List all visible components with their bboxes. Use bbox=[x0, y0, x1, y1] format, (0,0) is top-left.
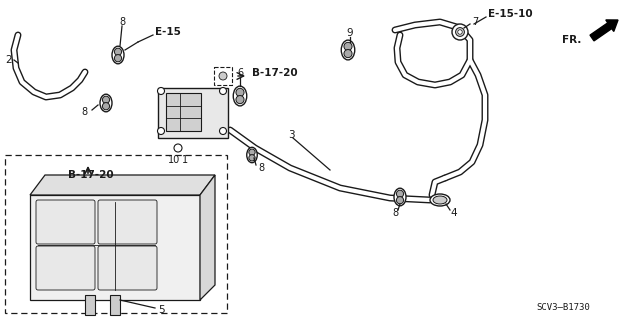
FancyBboxPatch shape bbox=[158, 88, 228, 138]
Ellipse shape bbox=[233, 86, 247, 106]
Text: 8: 8 bbox=[82, 107, 88, 117]
Text: 1: 1 bbox=[182, 155, 188, 165]
Circle shape bbox=[115, 55, 122, 62]
Ellipse shape bbox=[430, 194, 450, 206]
Circle shape bbox=[219, 72, 227, 80]
Ellipse shape bbox=[394, 188, 406, 206]
Polygon shape bbox=[30, 195, 200, 300]
Circle shape bbox=[115, 48, 122, 56]
Polygon shape bbox=[200, 175, 215, 300]
FancyBboxPatch shape bbox=[98, 200, 157, 244]
Text: 5: 5 bbox=[158, 305, 164, 315]
Text: 9: 9 bbox=[347, 28, 353, 38]
FancyBboxPatch shape bbox=[98, 246, 157, 290]
Text: 3: 3 bbox=[288, 130, 294, 140]
Circle shape bbox=[396, 197, 404, 204]
FancyBboxPatch shape bbox=[110, 295, 120, 315]
Text: E-15: E-15 bbox=[155, 27, 181, 37]
Circle shape bbox=[249, 149, 255, 155]
Text: E-15-10: E-15-10 bbox=[488, 9, 532, 19]
Ellipse shape bbox=[341, 40, 355, 60]
Circle shape bbox=[157, 128, 164, 135]
Ellipse shape bbox=[100, 94, 112, 112]
Text: 4: 4 bbox=[450, 208, 456, 218]
Text: B-17-20: B-17-20 bbox=[252, 68, 298, 78]
Circle shape bbox=[249, 155, 255, 161]
FancyBboxPatch shape bbox=[5, 155, 227, 313]
Text: 8: 8 bbox=[258, 163, 264, 173]
Circle shape bbox=[102, 96, 109, 103]
Circle shape bbox=[236, 96, 244, 104]
FancyBboxPatch shape bbox=[214, 67, 232, 85]
Circle shape bbox=[344, 42, 352, 50]
Text: SCV3–B1730: SCV3–B1730 bbox=[536, 303, 590, 313]
Circle shape bbox=[344, 49, 352, 58]
Text: 8: 8 bbox=[392, 208, 398, 218]
Ellipse shape bbox=[112, 46, 124, 64]
FancyBboxPatch shape bbox=[166, 93, 201, 131]
Circle shape bbox=[102, 103, 109, 110]
Text: 10: 10 bbox=[168, 155, 180, 165]
Text: 6: 6 bbox=[237, 68, 243, 78]
Circle shape bbox=[220, 87, 227, 94]
FancyBboxPatch shape bbox=[85, 295, 95, 315]
Circle shape bbox=[452, 24, 468, 40]
Circle shape bbox=[174, 144, 182, 152]
FancyBboxPatch shape bbox=[36, 246, 95, 290]
Text: 7: 7 bbox=[472, 17, 478, 27]
Circle shape bbox=[396, 190, 404, 197]
Ellipse shape bbox=[247, 147, 257, 163]
Circle shape bbox=[157, 87, 164, 94]
Text: B-17-20: B-17-20 bbox=[68, 170, 114, 180]
Polygon shape bbox=[30, 175, 215, 195]
Text: 8: 8 bbox=[119, 17, 125, 27]
FancyArrow shape bbox=[590, 20, 618, 41]
FancyBboxPatch shape bbox=[36, 200, 95, 244]
Text: FR.: FR. bbox=[562, 35, 581, 45]
Circle shape bbox=[236, 88, 244, 96]
Circle shape bbox=[220, 128, 227, 135]
Text: 2: 2 bbox=[5, 55, 12, 65]
Circle shape bbox=[456, 28, 465, 36]
Ellipse shape bbox=[433, 196, 447, 204]
Circle shape bbox=[458, 30, 462, 34]
